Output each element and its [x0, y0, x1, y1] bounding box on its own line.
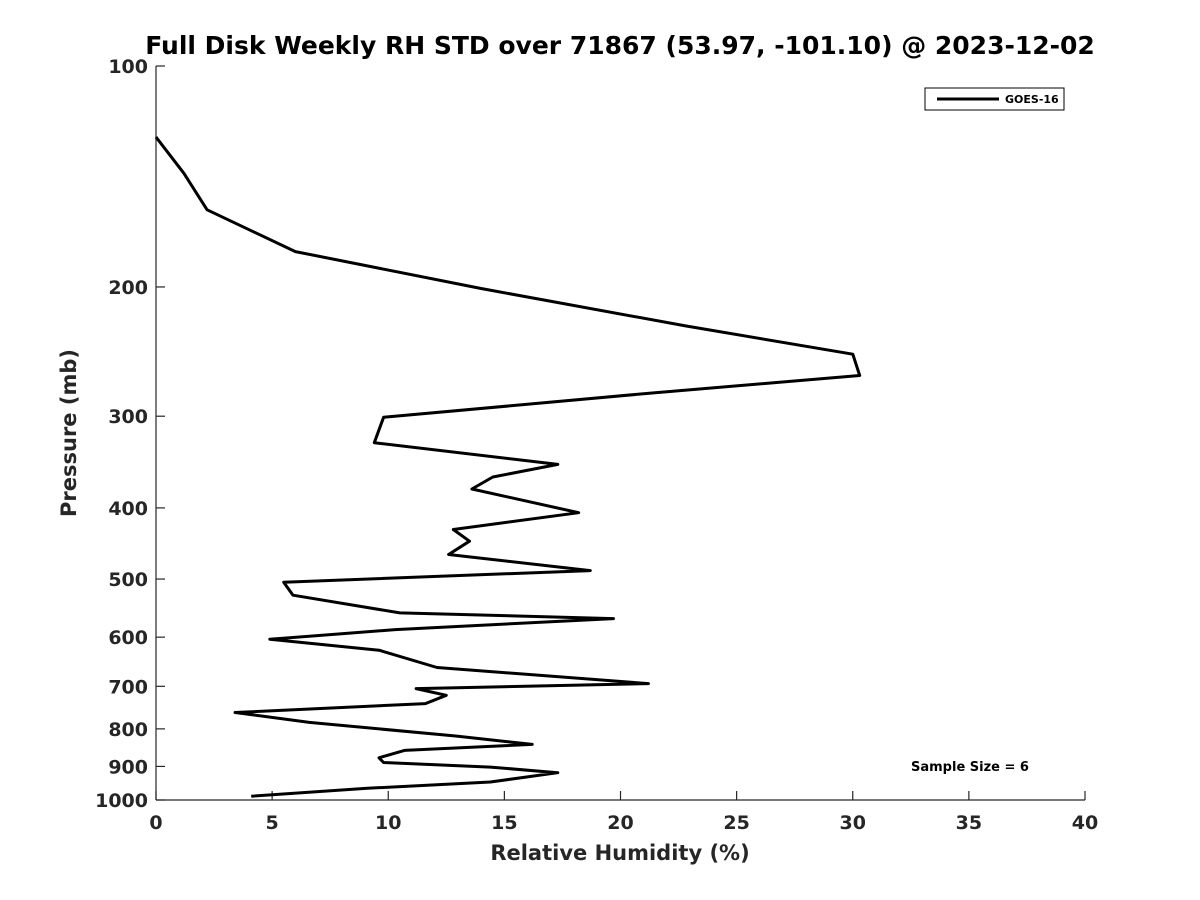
x-tick-label: 15 — [491, 812, 517, 834]
y-axis-ticks: 100 200 300 400 500 600 700 800 900 1000 — [95, 56, 165, 812]
y-tick-label: 600 — [108, 627, 148, 649]
y-tick-label: 100 — [108, 56, 148, 78]
x-tick-label: 30 — [840, 812, 866, 834]
legend: GOES-16 — [924, 87, 1065, 111]
x-tick-label: 10 — [375, 812, 401, 834]
y-tick-label: 300 — [108, 406, 148, 428]
y-axis-label: Pressure (mb) — [57, 349, 81, 517]
chart-title: Full Disk Weekly RH STD over 71867 (53.9… — [145, 31, 1095, 60]
x-tick-label: 40 — [1072, 812, 1098, 834]
x-axis-ticks: 0 5 10 15 20 25 30 35 40 — [149, 791, 1098, 834]
y-tick-label: 200 — [108, 277, 148, 299]
x-tick-label: 25 — [723, 812, 749, 834]
x-axis-label: Relative Humidity (%) — [490, 841, 749, 865]
y-tick-label: 1000 — [95, 790, 148, 812]
x-tick-label: 5 — [266, 812, 279, 834]
y-tick-label: 500 — [108, 569, 148, 591]
x-tick-label: 20 — [607, 812, 633, 834]
y-tick-label: 700 — [108, 676, 148, 698]
sample-size-annotation: Sample Size = 6 — [911, 760, 1029, 775]
y-tick-label: 800 — [108, 719, 148, 741]
y-tick-label: 900 — [108, 756, 148, 778]
axes — [155, 66, 1085, 801]
y-tick-label: 400 — [108, 498, 148, 520]
x-tick-label: 0 — [149, 812, 162, 834]
series-line-goes-16 — [154, 136, 862, 798]
legend-label-goes-16: GOES-16 — [1005, 93, 1059, 106]
x-tick-label: 35 — [956, 812, 982, 834]
